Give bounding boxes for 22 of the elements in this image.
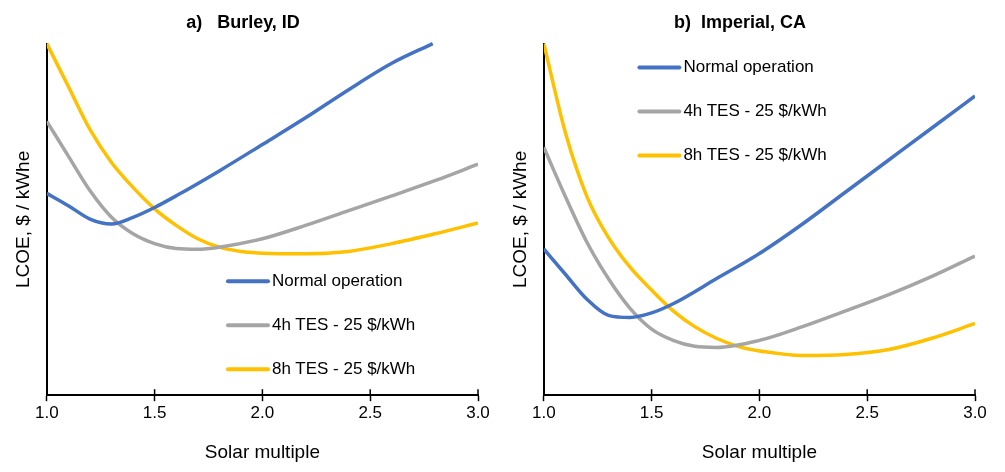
x-tick-label: 3.0 [466,403,490,423]
legend-label: 8h TES - 25 $/kWh [683,145,827,165]
chart-title: b) Imperial, CA [673,11,807,32]
legend-label: Normal operation [272,270,403,290]
x-tick-label: 2.5 [855,403,880,423]
legend-label: 8h TES - 25 $/kWh [272,358,416,378]
x-axis-title: Solar multiple [204,440,320,462]
legend-label: 4h TES - 25 $/kWh [272,314,416,334]
x-axis-title: Solar multiple [701,440,817,462]
y-axis-title: LCOE, $ / kWhe [11,150,33,289]
chart-title: a) Burley, ID [186,11,300,32]
x-tick-label: 2.0 [250,403,275,423]
x-tick-label: 1.5 [142,403,167,423]
x-tick-label: 2.0 [747,403,772,423]
x-tick-label: 1.0 [531,403,556,423]
x-tick-label: 1.5 [639,403,664,423]
x-tick-label: 2.5 [358,403,383,423]
x-tick-label: 1.0 [34,403,59,423]
y-axis-title: LCOE, $ / kWhe [508,150,530,289]
legend-label: 4h TES - 25 $/kWh [683,101,827,121]
legend-label: Normal operation [683,57,814,77]
x-tick-label: 3.0 [963,403,987,423]
